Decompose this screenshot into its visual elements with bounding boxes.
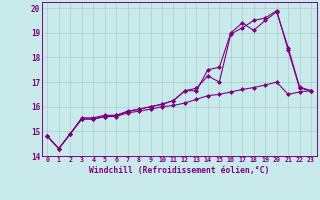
X-axis label: Windchill (Refroidissement éolien,°C): Windchill (Refroidissement éolien,°C): [89, 166, 269, 175]
